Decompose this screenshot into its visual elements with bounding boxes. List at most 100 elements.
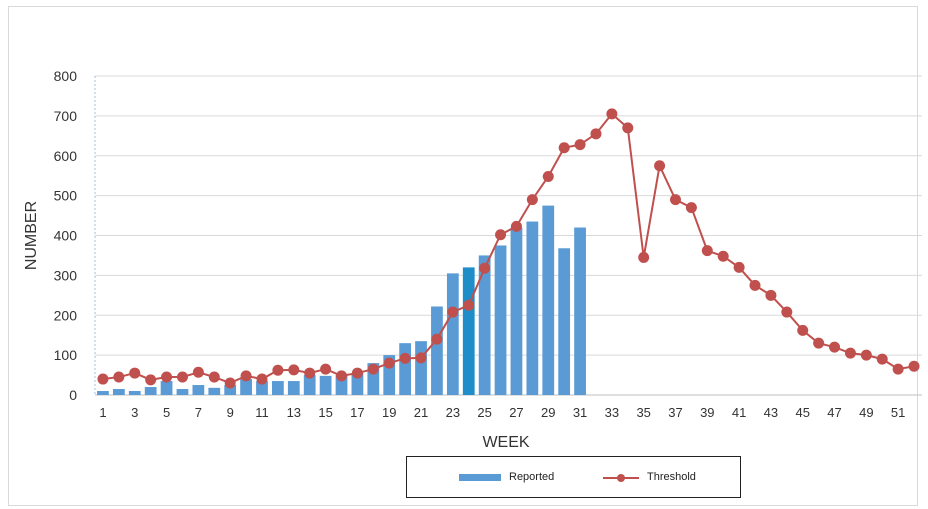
y-axis-label: NUMBER xyxy=(23,201,40,270)
threshold-point xyxy=(145,374,157,386)
x-tick-label: 11 xyxy=(255,405,269,420)
threshold-point xyxy=(510,220,522,232)
bar xyxy=(303,375,316,395)
y-axis-ticks: 0 100 200 300 400 500 600 700 800 xyxy=(54,68,78,403)
bar xyxy=(462,267,475,395)
x-tick-label: 19 xyxy=(382,405,396,420)
x-tick-label: 21 xyxy=(414,405,428,420)
x-tick-label: 15 xyxy=(318,405,332,420)
threshold-point xyxy=(399,352,411,364)
bar xyxy=(272,381,284,395)
x-axis-label: WEEK xyxy=(482,434,529,451)
bar xyxy=(415,341,427,395)
threshold-point xyxy=(463,299,475,311)
bar xyxy=(431,306,443,395)
threshold-point xyxy=(129,367,141,379)
bar xyxy=(494,245,507,395)
threshold-point xyxy=(876,353,888,365)
x-axis-ticks: 1 3 5 7 9 11 13 15 17 19 21 23 25 27 29 31 33 35 37 39 41 43 4… xyxy=(99,405,905,420)
bar xyxy=(446,273,459,395)
bar xyxy=(128,391,141,395)
threshold-point xyxy=(701,245,713,257)
threshold-point xyxy=(415,352,427,364)
bar xyxy=(478,255,491,395)
threshold-point xyxy=(526,194,538,206)
threshold-point xyxy=(685,202,697,214)
bar xyxy=(351,373,364,395)
bar xyxy=(319,375,332,395)
x-tick-label: 3 xyxy=(131,405,138,420)
bar xyxy=(510,227,523,395)
legend: Reported Threshold xyxy=(406,456,741,498)
bar xyxy=(192,385,205,395)
x-tick-label: 23 xyxy=(446,405,460,420)
threshold-point xyxy=(669,194,681,206)
threshold-point xyxy=(431,333,443,345)
threshold-point xyxy=(240,370,252,382)
threshold-point xyxy=(590,128,602,140)
threshold-point xyxy=(383,357,395,369)
threshold-point xyxy=(717,250,729,262)
x-tick-label: 51 xyxy=(891,405,905,420)
threshold-point xyxy=(208,371,220,383)
bar xyxy=(399,343,412,395)
bar xyxy=(97,391,109,395)
chart-frame xyxy=(8,6,918,506)
x-tick-label: 25 xyxy=(477,405,491,420)
bar-series-reported xyxy=(97,205,586,395)
threshold-point xyxy=(908,360,920,372)
threshold-point xyxy=(733,261,745,273)
y-tick-label: 600 xyxy=(54,148,78,164)
y-tick-label: 400 xyxy=(54,228,78,244)
x-tick-label: 29 xyxy=(541,405,555,420)
bar xyxy=(383,355,396,395)
threshold-point xyxy=(479,262,491,274)
y-tick-label: 800 xyxy=(54,68,78,84)
threshold-point xyxy=(176,371,188,383)
bar xyxy=(335,375,348,395)
threshold-point xyxy=(224,377,236,389)
x-tick-label: 9 xyxy=(227,405,234,420)
threshold-point xyxy=(320,363,332,375)
threshold-point xyxy=(574,139,586,151)
bar xyxy=(526,221,539,395)
legend-label-reported: Reported xyxy=(509,471,555,483)
threshold-point xyxy=(304,367,316,379)
threshold-point xyxy=(781,306,793,318)
x-tick-label: 49 xyxy=(859,405,873,420)
y-tick-label: 500 xyxy=(54,188,78,204)
threshold-point xyxy=(192,366,204,378)
bar xyxy=(112,389,125,395)
x-tick-label: 5 xyxy=(163,405,170,420)
legend-label-threshold: Threshold xyxy=(647,471,696,483)
threshold-point xyxy=(892,363,904,375)
threshold-point xyxy=(542,170,554,182)
x-tick-label: 13 xyxy=(287,405,301,420)
x-tick-label: 7 xyxy=(195,405,202,420)
bar xyxy=(574,227,586,395)
threshold-point xyxy=(336,370,348,382)
bar xyxy=(367,363,380,395)
line-series-threshold xyxy=(97,108,920,389)
threshold-point xyxy=(367,363,379,375)
x-tick-label: 33 xyxy=(605,405,619,420)
threshold-point xyxy=(161,371,173,383)
threshold-line xyxy=(102,112,915,385)
threshold-point xyxy=(654,160,666,172)
threshold-point xyxy=(829,341,841,353)
gridlines xyxy=(94,75,922,396)
x-tick-label: 43 xyxy=(764,405,778,420)
y-tick-label: 200 xyxy=(54,307,78,323)
bar xyxy=(208,387,221,395)
x-tick-label: 41 xyxy=(732,405,746,420)
legend-swatch-reported xyxy=(459,474,501,481)
threshold-point xyxy=(749,279,761,291)
threshold-point xyxy=(288,364,300,376)
bar xyxy=(558,248,571,395)
y-tick-label: 700 xyxy=(54,108,78,124)
bar xyxy=(176,389,189,395)
threshold-point xyxy=(606,108,618,120)
threshold-point xyxy=(860,349,872,361)
bar xyxy=(256,381,268,395)
threshold-point xyxy=(113,371,125,383)
